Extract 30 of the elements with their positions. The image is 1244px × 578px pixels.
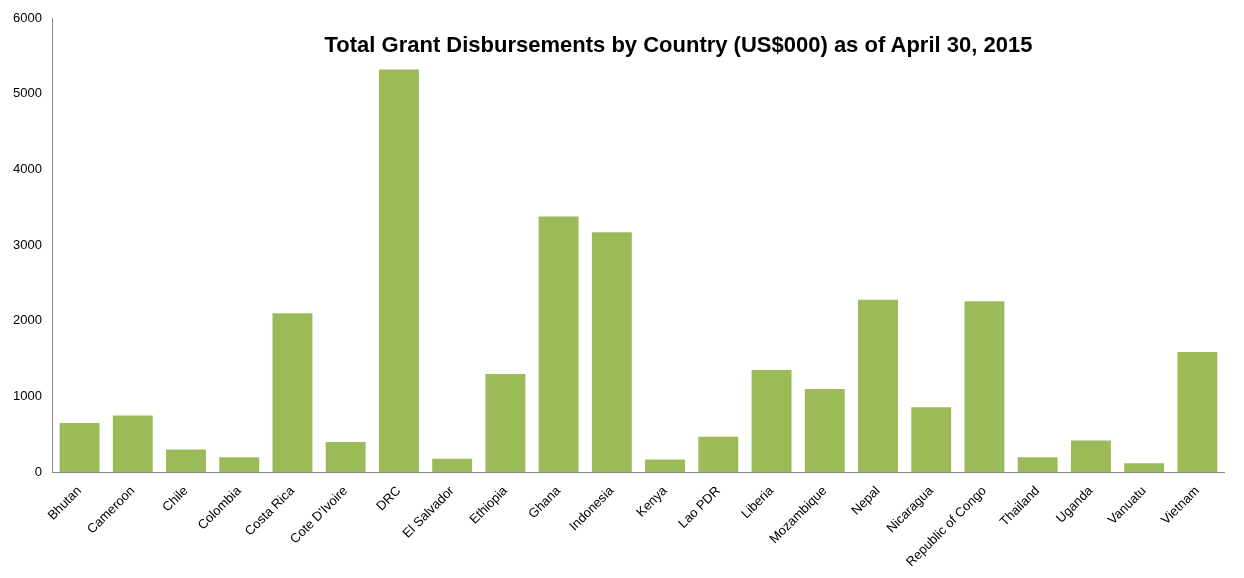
bar — [112, 415, 153, 473]
bar — [219, 457, 260, 473]
bar — [1070, 440, 1111, 473]
bar — [911, 407, 952, 473]
bar — [591, 232, 632, 473]
y-tick-label: 2000 — [13, 312, 42, 328]
y-tick-label: 5000 — [13, 85, 42, 101]
bar — [325, 442, 366, 473]
y-tick-label: 4000 — [13, 161, 42, 177]
bar — [858, 299, 898, 473]
y-tick-label: 6000 — [13, 9, 42, 25]
bar — [538, 216, 579, 473]
bar — [751, 370, 792, 473]
bar — [1177, 351, 1218, 473]
y-tick-label: 1000 — [13, 388, 42, 404]
bar — [1124, 463, 1165, 473]
text: Total Grant Disbursements by Country (US$000) as of April 30, 2015 — [324, 32, 1033, 58]
bar — [645, 459, 686, 473]
bar — [59, 423, 100, 473]
bar — [804, 389, 845, 473]
bar — [964, 301, 1005, 473]
bar — [485, 373, 526, 473]
bar — [698, 436, 739, 473]
y-tick-label: 3000 — [13, 236, 42, 252]
bar — [378, 69, 419, 473]
bar — [272, 313, 313, 473]
bar — [1017, 457, 1058, 473]
bar — [432, 458, 473, 473]
y-tick-label: 0 — [34, 463, 42, 479]
bar — [166, 449, 206, 473]
